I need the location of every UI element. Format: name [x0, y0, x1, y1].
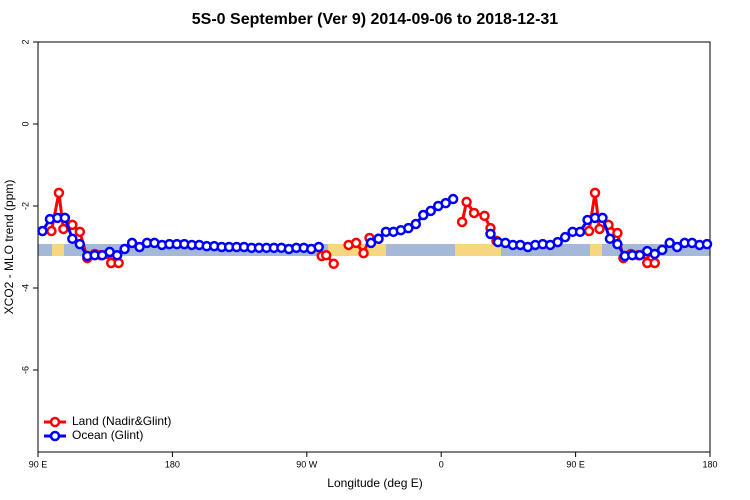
data-point — [649, 248, 660, 260]
data-point — [440, 197, 451, 209]
data-point — [479, 210, 490, 222]
legend-label: Land (Nadir&Glint) — [72, 414, 171, 428]
data-point — [365, 237, 377, 249]
data-point — [418, 209, 429, 221]
x-tick-label: 0 — [439, 459, 444, 469]
data-point — [313, 241, 324, 253]
data-point — [456, 216, 468, 228]
data-point — [126, 237, 138, 249]
data-point — [134, 241, 145, 253]
y-tick-label: 2 — [20, 39, 30, 44]
legend-marker — [49, 416, 61, 428]
x-tick-label: 180 — [165, 459, 180, 469]
y-tick-label: -6 — [20, 366, 30, 374]
data-point — [634, 249, 646, 261]
data-point — [583, 225, 595, 237]
data-point — [328, 258, 339, 270]
data-point — [612, 238, 623, 250]
data-point — [111, 249, 123, 261]
data-point — [656, 244, 668, 256]
data-point — [320, 249, 332, 261]
data-point — [649, 257, 660, 269]
data-point — [67, 233, 78, 245]
land-strip — [590, 244, 602, 256]
y-axis-label: XCO2 - MLO trend (ppm) — [2, 180, 16, 315]
y-tick-label: -4 — [20, 284, 30, 292]
data-point — [604, 233, 616, 245]
data-point — [589, 187, 601, 199]
data-point — [350, 237, 362, 249]
x-tick-label: 180 — [702, 459, 717, 469]
legend-label: Ocean (Glint) — [72, 428, 143, 442]
y-tick-label: -2 — [20, 202, 30, 210]
data-point — [425, 205, 436, 217]
data-point — [612, 227, 623, 239]
data-point — [594, 223, 605, 235]
data-point — [468, 207, 480, 219]
data-point — [485, 228, 496, 240]
data-point — [552, 236, 563, 248]
data-point — [119, 243, 130, 255]
data-point — [373, 233, 384, 245]
data-point — [559, 231, 571, 243]
data-point — [461, 196, 472, 208]
land-strip — [455, 244, 501, 256]
data-point — [403, 222, 414, 234]
data-point — [37, 225, 48, 237]
data-point — [671, 241, 683, 253]
data-point — [701, 238, 713, 250]
data-point — [447, 193, 459, 205]
x-tick-label: 90 E — [29, 459, 48, 469]
data-point — [597, 212, 608, 224]
data-point — [664, 237, 675, 249]
data-point — [53, 187, 65, 199]
x-axis-label: Longitude (deg E) — [327, 476, 422, 490]
x-tick-label: 90 E — [566, 459, 585, 469]
y-tick-label: 0 — [20, 121, 30, 126]
data-point — [74, 238, 86, 250]
data-point — [410, 218, 422, 230]
legend-marker — [49, 430, 61, 442]
data-point — [46, 225, 57, 237]
data-point — [59, 212, 71, 224]
data-point — [358, 247, 369, 259]
x-tick-label: 90 W — [296, 459, 318, 469]
chart-title: 5S-0 September (Ver 9) 2014-09-06 to 201… — [192, 11, 559, 28]
data-point — [74, 226, 86, 238]
data-point — [58, 223, 69, 235]
land-strip — [52, 244, 64, 256]
data-point — [574, 226, 586, 238]
